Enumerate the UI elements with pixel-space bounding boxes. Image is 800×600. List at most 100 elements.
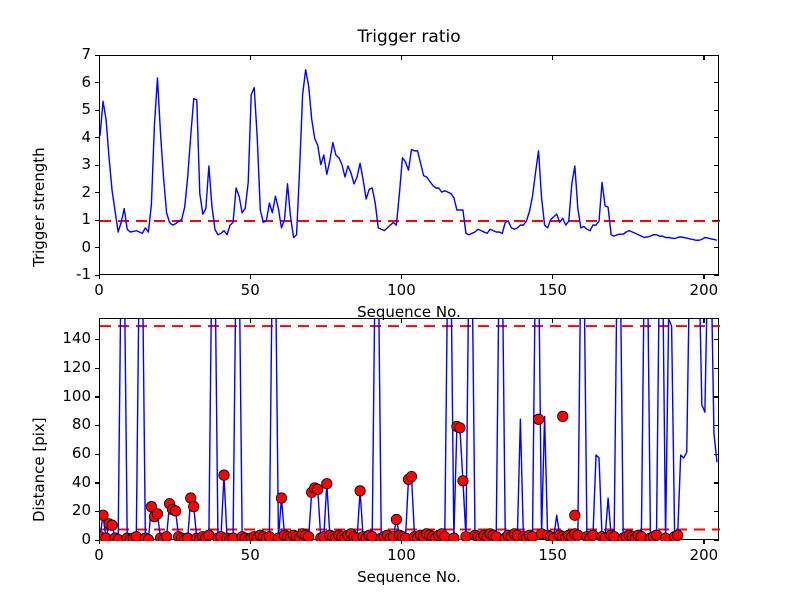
x-tick-label: 50 <box>240 281 260 299</box>
data-marker <box>557 410 569 422</box>
x-tick-mark <box>552 275 554 279</box>
chart-title-trigger-ratio: Trigger ratio <box>357 27 461 47</box>
data-marker <box>390 513 402 526</box>
y-tick-label: 7 <box>81 45 91 63</box>
y-tick-mark-right <box>714 274 719 276</box>
x-axis-label-bottom: Sequence No. <box>357 568 461 586</box>
x-tick-mark <box>98 275 100 279</box>
x-tick-mark <box>703 275 705 279</box>
y-tick-mark-right <box>714 247 719 249</box>
y-tick-mark-right <box>714 510 719 513</box>
data-marker <box>672 529 684 541</box>
x-tick-mark <box>400 275 403 279</box>
x-tick-mark-top <box>400 55 403 60</box>
y-tick-label: 0 <box>81 237 91 256</box>
data-marker <box>106 519 118 531</box>
x-tick-label: 100 <box>387 281 416 299</box>
x-tick-mark-top <box>249 318 252 323</box>
data-marker <box>490 531 502 541</box>
y-tick-mark <box>95 539 99 541</box>
data-marker <box>100 509 109 521</box>
y-tick-mark-right <box>714 164 719 166</box>
y-tick-mark <box>95 137 99 139</box>
data-marker <box>303 531 315 541</box>
data-marker <box>659 532 672 541</box>
x-axis-label-top: Sequence No. <box>357 303 461 321</box>
x-tick-mark <box>98 540 100 544</box>
x-tick-mark <box>552 540 554 544</box>
y-tick-label: 5 <box>81 100 91 118</box>
y-tick-mark <box>95 54 99 56</box>
data-marker <box>188 501 200 513</box>
data-marker <box>569 509 581 521</box>
data-marker <box>151 508 164 520</box>
x-tick-mark-top <box>703 318 705 323</box>
x-tick-mark-top <box>703 55 705 60</box>
data-marker <box>457 475 469 487</box>
data-marker <box>160 531 173 541</box>
y-tick-mark <box>95 192 99 194</box>
distance-canvas <box>100 319 720 541</box>
data-marker <box>572 529 584 541</box>
data-marker <box>170 505 182 517</box>
data-marker <box>312 483 324 496</box>
y-tick-mark-right <box>714 82 719 84</box>
x-tick-mark <box>249 540 252 544</box>
x-tick-mark <box>249 275 252 279</box>
x-tick-mark-top <box>249 55 252 60</box>
data-marker <box>112 533 124 541</box>
y-tick-mark-right <box>714 367 719 369</box>
y-tick-mark-right <box>714 539 719 541</box>
data-line <box>100 69 718 241</box>
x-tick-mark-top <box>98 318 100 323</box>
y-tick-mark-right <box>714 396 719 398</box>
x-tick-mark <box>703 540 705 544</box>
data-marker <box>275 492 288 504</box>
y-tick-mark-right <box>714 137 719 139</box>
data-marker <box>145 501 158 513</box>
y-tick-mark <box>95 247 99 249</box>
y-tick-mark <box>95 482 99 484</box>
data-marker <box>263 531 275 541</box>
data-marker <box>532 413 545 425</box>
x-tick-label: 50 <box>240 546 260 564</box>
y-tick-mark <box>95 510 99 513</box>
y-tick-mark-right <box>714 453 719 455</box>
x-tick-label: 150 <box>538 546 567 564</box>
y-tick-mark-right <box>714 219 719 221</box>
y-tick-mark <box>95 453 99 455</box>
y-tick-label: 1 <box>81 210 91 228</box>
y-tick-label: 6 <box>81 72 91 91</box>
data-marker <box>454 422 466 434</box>
data-marker <box>460 531 472 541</box>
y-tick-mark <box>95 396 99 398</box>
x-tick-mark-top <box>400 318 403 323</box>
y-tick-label: 140 <box>62 329 91 348</box>
y-tick-label: 40 <box>71 472 91 491</box>
y-tick-label: 100 <box>62 386 91 405</box>
data-marker <box>448 532 460 541</box>
y-tick-mark-right <box>714 109 719 111</box>
x-tick-mark <box>400 540 403 544</box>
y-tick-mark-right <box>714 338 719 341</box>
y-tick-mark <box>95 219 99 221</box>
plot-area-distance <box>99 318 720 541</box>
y-tick-label: 3 <box>81 155 91 173</box>
y-tick-label: 0 <box>81 530 91 548</box>
data-marker <box>354 485 366 497</box>
y-tick-label: 120 <box>62 358 91 377</box>
data-marker <box>142 533 154 541</box>
y-tick-mark <box>95 338 99 341</box>
data-marker <box>439 531 451 541</box>
data-marker <box>405 470 418 483</box>
y-tick-mark-right <box>714 424 719 427</box>
x-tick-mark-top <box>552 55 554 60</box>
data-marker <box>227 532 239 541</box>
x-tick-mark-top <box>552 318 554 323</box>
y-tick-label: 80 <box>71 415 91 434</box>
x-tick-label: 200 <box>689 281 719 299</box>
x-tick-label: 0 <box>94 281 104 299</box>
data-marker <box>321 478 333 490</box>
y-tick-mark <box>95 274 99 276</box>
